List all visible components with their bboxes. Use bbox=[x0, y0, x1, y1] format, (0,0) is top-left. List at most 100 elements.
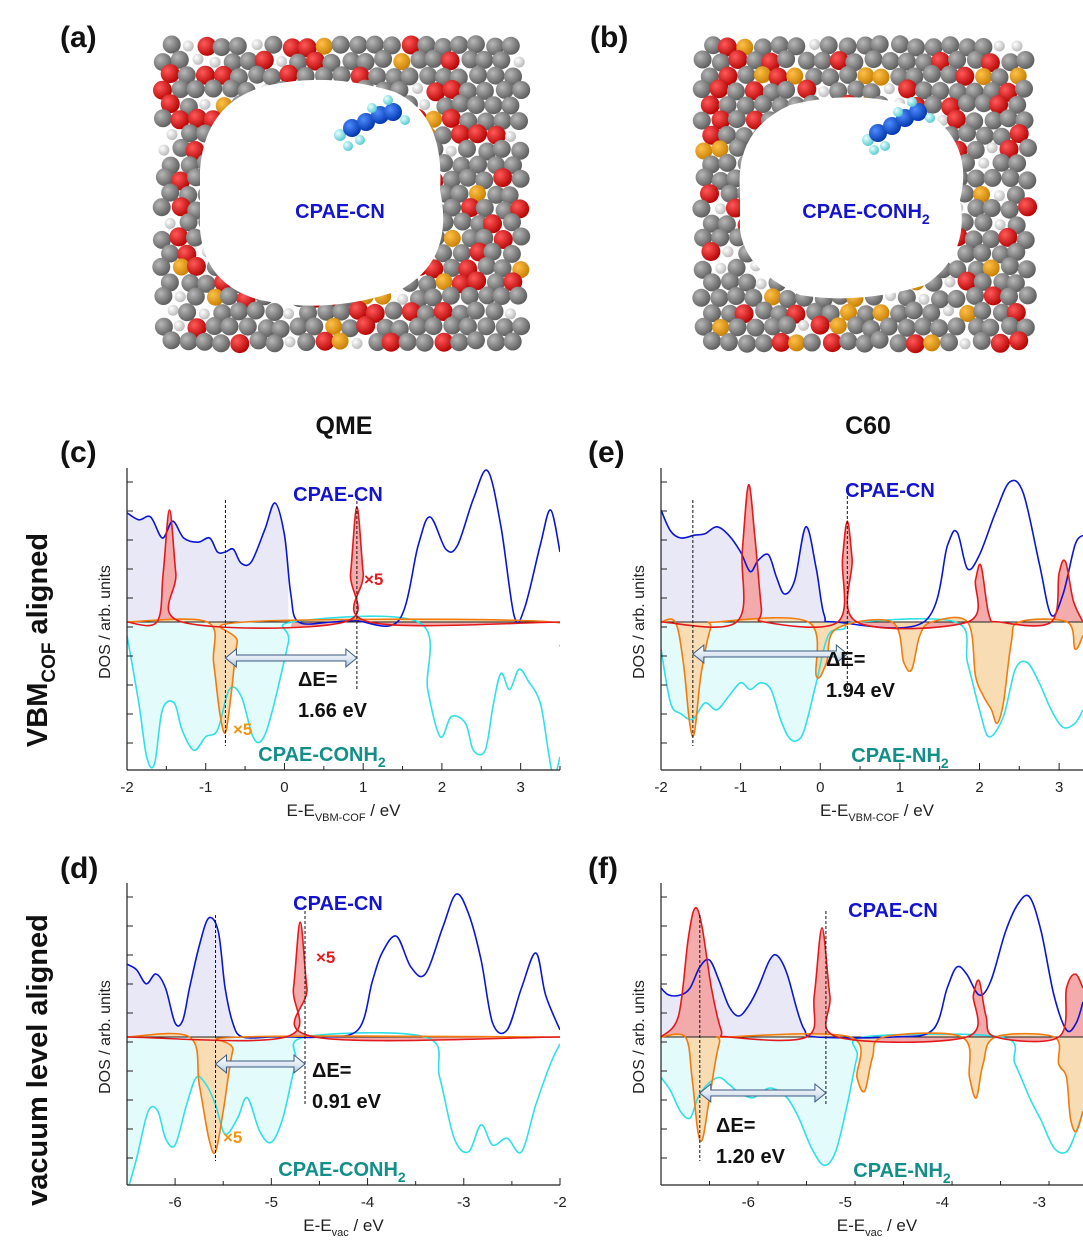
atom bbox=[199, 98, 211, 110]
atom bbox=[1018, 171, 1037, 190]
atom bbox=[973, 243, 992, 262]
atom bbox=[466, 301, 485, 320]
atom bbox=[738, 273, 757, 292]
atom bbox=[512, 81, 531, 99]
atom bbox=[282, 38, 302, 58]
scale-label-lower: ×5 bbox=[223, 1128, 242, 1147]
atom bbox=[695, 168, 714, 187]
delta-e-value: 1.20 eV bbox=[716, 1146, 786, 1168]
atom bbox=[940, 333, 958, 352]
atom bbox=[983, 286, 1003, 306]
structure-image-b: CPAE-CONH2 bbox=[692, 35, 1038, 360]
atom bbox=[726, 82, 745, 101]
atom bbox=[483, 242, 502, 261]
atom bbox=[466, 331, 485, 350]
atom bbox=[944, 276, 956, 288]
series-line-orange bbox=[661, 616, 1083, 738]
molecule-atom bbox=[880, 141, 890, 151]
atom bbox=[486, 37, 505, 56]
atom bbox=[974, 94, 993, 113]
atom bbox=[204, 79, 223, 98]
atom bbox=[986, 142, 998, 154]
atom bbox=[434, 244, 453, 263]
series-line-low bbox=[128, 1031, 560, 1185]
series-line-red bbox=[661, 483, 1083, 630]
atom bbox=[501, 96, 520, 115]
atom bbox=[810, 315, 830, 335]
atom bbox=[855, 334, 874, 353]
atom bbox=[728, 138, 747, 157]
atom bbox=[173, 320, 185, 332]
structure-image-a: CPAE-CN bbox=[152, 35, 531, 360]
atom bbox=[170, 110, 190, 130]
atom bbox=[493, 168, 513, 188]
molecule-atom bbox=[925, 113, 935, 123]
atom bbox=[510, 112, 528, 131]
molecule-atom bbox=[367, 103, 377, 113]
atom bbox=[777, 80, 796, 99]
atom bbox=[802, 333, 821, 352]
atom bbox=[778, 290, 797, 308]
delta-e-label: ΔE= bbox=[826, 649, 865, 671]
atom bbox=[283, 308, 295, 320]
atom bbox=[475, 50, 494, 69]
series-label-lower: CPAE-CONH2 bbox=[258, 744, 386, 770]
atom bbox=[1001, 257, 1019, 275]
atom bbox=[692, 80, 711, 99]
atom bbox=[891, 35, 909, 54]
atom bbox=[410, 50, 429, 69]
atom bbox=[771, 332, 791, 352]
atom bbox=[469, 155, 488, 174]
x-tick-label: 1 bbox=[359, 779, 367, 796]
series-line-orange bbox=[127, 618, 560, 735]
atom bbox=[239, 52, 258, 70]
molecule-atom bbox=[343, 119, 361, 137]
atom bbox=[818, 86, 830, 98]
atom bbox=[904, 301, 923, 320]
series-label-lower: CPAE-NH2 bbox=[853, 1160, 951, 1186]
delta-e-value: 0.91 eV bbox=[312, 1091, 382, 1113]
atom bbox=[381, 332, 401, 352]
atom bbox=[505, 308, 516, 320]
atom bbox=[419, 99, 431, 111]
atom bbox=[980, 53, 1000, 73]
atom bbox=[984, 111, 1003, 130]
atom bbox=[155, 168, 174, 187]
atom bbox=[862, 83, 881, 102]
x-axis-label: E-Evac / eV bbox=[837, 1216, 918, 1239]
atom bbox=[174, 291, 186, 303]
atom bbox=[897, 318, 916, 337]
atom bbox=[702, 331, 721, 350]
atom bbox=[511, 169, 530, 188]
atom bbox=[297, 333, 316, 351]
atom bbox=[958, 94, 976, 113]
atom bbox=[786, 67, 804, 85]
series-fill-red bbox=[661, 907, 1083, 1043]
atom bbox=[442, 80, 462, 99]
atom bbox=[401, 302, 421, 322]
atom bbox=[717, 37, 737, 57]
atom bbox=[701, 242, 721, 261]
molecule-atom bbox=[355, 135, 365, 145]
atom bbox=[441, 108, 461, 128]
guest-molecule-b bbox=[862, 97, 935, 155]
atom bbox=[972, 331, 991, 350]
atom bbox=[238, 317, 257, 336]
atom bbox=[486, 66, 505, 85]
atom bbox=[222, 79, 241, 98]
atom bbox=[512, 317, 531, 336]
atom bbox=[839, 332, 858, 351]
delta-e-arrow bbox=[214, 1053, 306, 1075]
atom bbox=[897, 52, 916, 71]
atom bbox=[475, 199, 494, 217]
atom bbox=[813, 51, 832, 70]
atom bbox=[693, 50, 712, 69]
atom bbox=[889, 334, 908, 353]
atom bbox=[167, 304, 179, 316]
x-tick-label: -1 bbox=[199, 779, 212, 796]
atom bbox=[727, 110, 746, 129]
atom bbox=[289, 317, 308, 336]
x-tick-label: 3 bbox=[516, 779, 524, 796]
atom bbox=[513, 56, 525, 68]
scale-label-upper: ×5 bbox=[316, 948, 335, 967]
